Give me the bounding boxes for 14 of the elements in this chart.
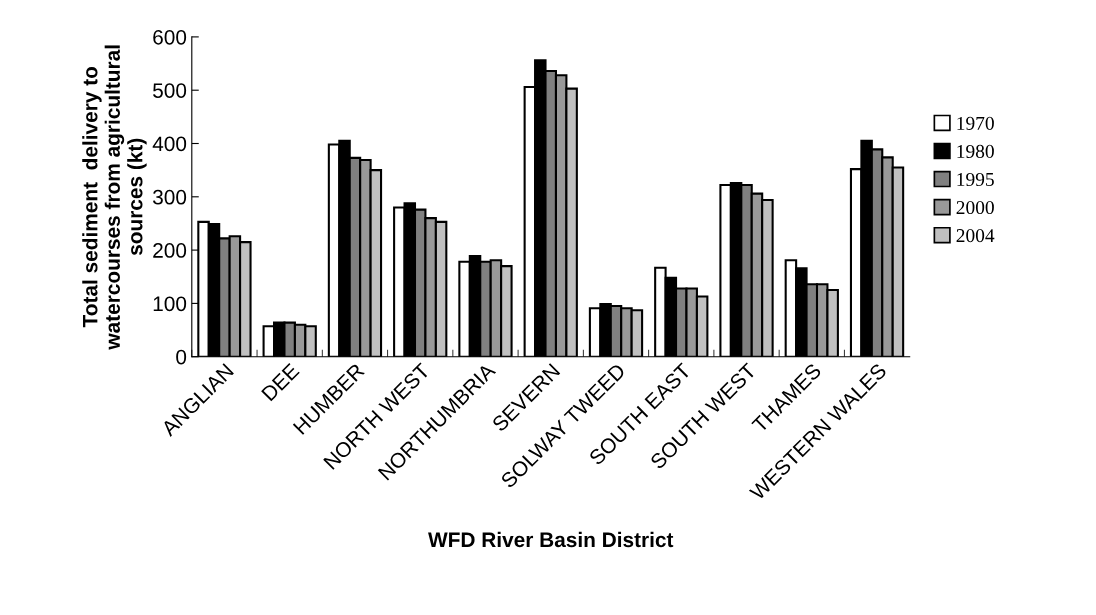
- legend-label: 1980: [957, 144, 994, 158]
- legend-label: 1995: [957, 172, 994, 187]
- legend-label: 2004: [956, 229, 995, 243]
- y-tick-label: 400: [152, 136, 187, 152]
- y-tick-label: 500: [153, 83, 187, 98]
- y-tick-label: 600: [153, 29, 187, 45]
- y-tick-label: 100: [153, 296, 187, 312]
- y-tick-label: 0: [176, 349, 187, 365]
- y-axis-title: Total sediment delivery to watercourses from agricultural sources (kt): [82, 45, 147, 350]
- x-axis-title: WFD River Basin District: [428, 531, 674, 548]
- y-tick-label: 200: [153, 243, 187, 258]
- legend-label: 1970: [957, 116, 994, 130]
- legend-label: 2000: [956, 200, 994, 215]
- y-tick-label: 300: [152, 189, 187, 205]
